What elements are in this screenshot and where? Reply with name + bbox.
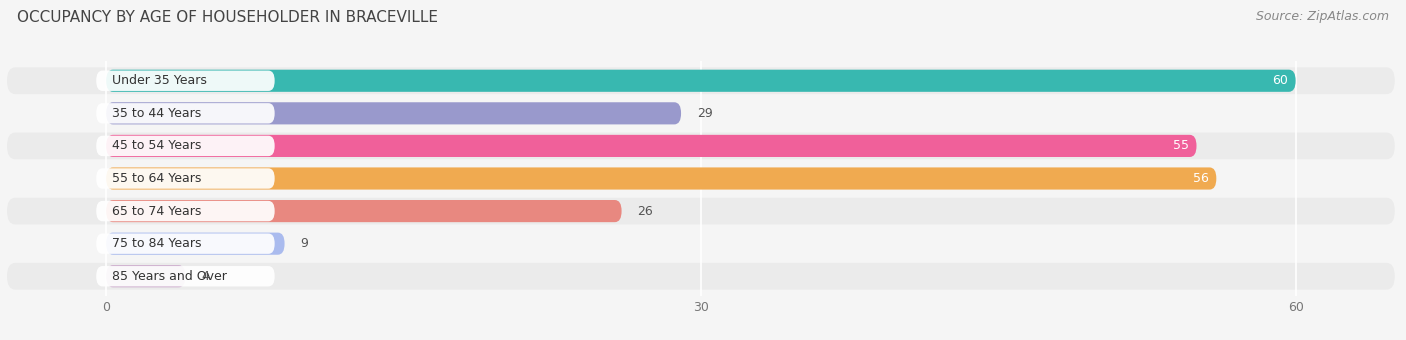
FancyBboxPatch shape <box>96 201 274 221</box>
FancyBboxPatch shape <box>96 136 274 156</box>
Text: 55 to 64 Years: 55 to 64 Years <box>112 172 201 185</box>
Text: 9: 9 <box>301 237 308 250</box>
Text: Source: ZipAtlas.com: Source: ZipAtlas.com <box>1256 10 1389 23</box>
Text: 55: 55 <box>1173 139 1188 152</box>
Text: 29: 29 <box>697 107 713 120</box>
Text: 75 to 84 Years: 75 to 84 Years <box>112 237 201 250</box>
FancyBboxPatch shape <box>7 133 1395 159</box>
FancyBboxPatch shape <box>107 70 1296 92</box>
FancyBboxPatch shape <box>107 167 1216 190</box>
Text: 85 Years and Over: 85 Years and Over <box>112 270 226 283</box>
FancyBboxPatch shape <box>107 233 284 255</box>
FancyBboxPatch shape <box>107 135 1197 157</box>
Text: 35 to 44 Years: 35 to 44 Years <box>112 107 201 120</box>
Text: 26: 26 <box>637 205 654 218</box>
FancyBboxPatch shape <box>7 263 1395 290</box>
Text: Under 35 Years: Under 35 Years <box>112 74 207 87</box>
Text: 60: 60 <box>1272 74 1288 87</box>
Text: 65 to 74 Years: 65 to 74 Years <box>112 205 201 218</box>
FancyBboxPatch shape <box>7 198 1395 224</box>
FancyBboxPatch shape <box>96 266 274 286</box>
FancyBboxPatch shape <box>96 234 274 254</box>
Text: 45 to 54 Years: 45 to 54 Years <box>112 139 201 152</box>
FancyBboxPatch shape <box>96 71 274 91</box>
FancyBboxPatch shape <box>107 265 186 287</box>
Text: 56: 56 <box>1192 172 1208 185</box>
FancyBboxPatch shape <box>107 200 621 222</box>
FancyBboxPatch shape <box>7 67 1395 94</box>
FancyBboxPatch shape <box>96 103 274 123</box>
FancyBboxPatch shape <box>107 102 681 124</box>
FancyBboxPatch shape <box>96 168 274 189</box>
Text: 4: 4 <box>201 270 209 283</box>
FancyBboxPatch shape <box>7 165 1395 192</box>
FancyBboxPatch shape <box>7 100 1395 127</box>
Text: OCCUPANCY BY AGE OF HOUSEHOLDER IN BRACEVILLE: OCCUPANCY BY AGE OF HOUSEHOLDER IN BRACE… <box>17 10 437 25</box>
FancyBboxPatch shape <box>7 230 1395 257</box>
